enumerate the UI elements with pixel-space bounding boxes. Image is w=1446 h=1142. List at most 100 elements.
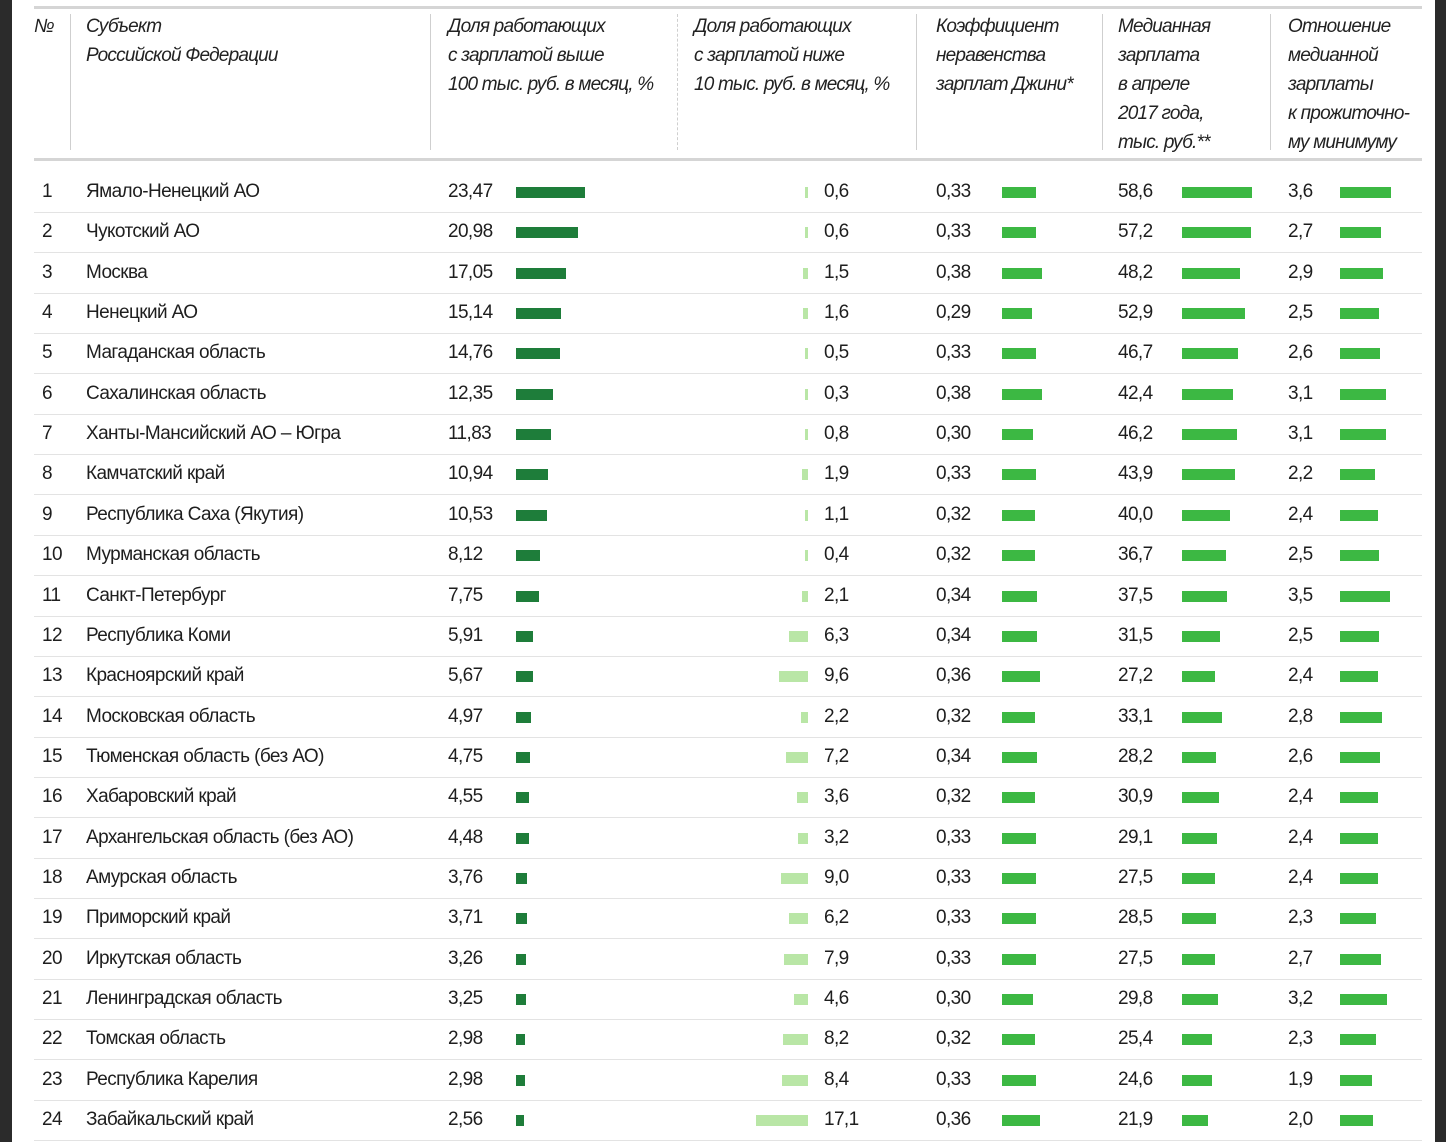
gini-value: 0,33 [936, 866, 971, 888]
gini-bar [1002, 953, 1037, 965]
rank-number: 24 [42, 1109, 63, 1131]
median-salary-value: 40,0 [1118, 503, 1153, 525]
region-name: Иркутская область [86, 947, 242, 969]
high-share-value: 4,75 [448, 745, 483, 767]
low-share-value: 4,6 [824, 988, 849, 1009]
subsistence-ratio-value: 2,4 [1288, 503, 1313, 525]
gini-bar [1002, 469, 1037, 481]
low-share-bar [801, 711, 808, 723]
gini-value: 0,36 [936, 1109, 971, 1131]
low-share-value: 3,6 [824, 786, 849, 808]
rank-number: 11 [42, 584, 61, 606]
header-gini: Коэффициент неравенства зарплат Джини* [936, 16, 1074, 95]
region-name: Республика Карелия [86, 1068, 258, 1090]
high-share-value: 20,98 [448, 221, 493, 243]
rank-number: 19 [42, 907, 63, 929]
low-share-value: 0,4 [824, 544, 849, 566]
low-share-value: 6,3 [824, 624, 849, 646]
table-row: 12 Республика Коми 5,91 6,3 0,34 31,5 2,5 [34, 616, 1422, 657]
median-salary-value: 42,4 [1118, 382, 1153, 404]
header-ratio: Отношение медианной зарплаты к прожиточн… [1288, 16, 1410, 153]
low-share-bar [805, 429, 808, 441]
header-region: Субъект Российской Федерации [86, 16, 279, 66]
median-salary-value: 58,6 [1118, 181, 1153, 202]
gini-bar [1002, 872, 1037, 884]
high-share-bar [516, 308, 561, 320]
low-share-value: 3,2 [824, 826, 849, 848]
high-share-value: 15,14 [448, 302, 493, 324]
gini-bar [1002, 429, 1033, 441]
gini-value: 0,34 [936, 584, 971, 606]
region-name: Сахалинская область [86, 382, 266, 404]
high-share-bar [516, 913, 527, 925]
table-row: 6 Сахалинская область 12,35 0,3 0,38 42,4 3,1 [34, 374, 1422, 415]
median-salary-bar [1182, 429, 1238, 441]
low-share-bar [756, 1115, 808, 1127]
high-share-bar [516, 832, 530, 844]
high-share-value: 23,47 [448, 181, 493, 202]
gini-bar [1002, 913, 1037, 925]
low-share-bar [798, 832, 808, 844]
subsistence-ratio-value: 2,5 [1288, 544, 1313, 566]
median-salary-bar [1182, 469, 1235, 481]
region-name: Красноярский край [86, 665, 244, 687]
high-share-value: 2,98 [448, 1028, 483, 1050]
median-salary-value: 29,1 [1118, 826, 1153, 848]
table-row: 1 Ямало-Ненецкий АО 23,47 0,6 0,33 58,6 3,6 [34, 172, 1422, 213]
subsistence-ratio-bar [1340, 872, 1378, 884]
median-salary-value: 24,6 [1118, 1068, 1153, 1090]
gini-bar [1002, 630, 1038, 642]
gini-value: 0,33 [936, 1068, 971, 1090]
region-name: Санкт-Петербург [86, 584, 227, 606]
rank-number: 9 [42, 503, 53, 525]
median-salary-value: 29,8 [1118, 988, 1153, 1009]
region-name: Магаданская область [86, 342, 266, 364]
high-share-value: 12,35 [448, 382, 493, 404]
rank-number: 22 [42, 1028, 63, 1050]
high-share-bar [516, 227, 579, 239]
subsistence-ratio-value: 2,4 [1288, 866, 1313, 888]
gini-value: 0,32 [936, 1028, 971, 1050]
low-share-value: 1,5 [824, 261, 849, 283]
header-num: № [34, 16, 55, 37]
median-salary-bar [1182, 348, 1239, 360]
median-salary-value: 33,1 [1118, 705, 1153, 727]
gini-bar [1002, 1115, 1040, 1127]
gini-value: 0,36 [936, 665, 971, 687]
median-salary-bar [1182, 1034, 1213, 1046]
subsistence-ratio-value: 3,1 [1288, 423, 1313, 445]
header-divider [70, 14, 71, 150]
high-share-bar [516, 590, 539, 602]
subsistence-ratio-value: 2,8 [1288, 705, 1313, 727]
median-salary-value: 52,9 [1118, 302, 1153, 324]
subsistence-ratio-value: 2,4 [1288, 826, 1313, 848]
gini-bar [1002, 1034, 1036, 1046]
gini-bar [1002, 671, 1040, 683]
high-share-bar [516, 388, 553, 400]
gini-value: 0,33 [936, 463, 971, 485]
gini-bar [1002, 388, 1042, 400]
ranking-table: № Субъект Российской Федерации Доля рабо… [12, 0, 1435, 1142]
high-share-value: 10,53 [448, 503, 493, 525]
region-name: Ямало-Ненецкий АО [86, 181, 260, 202]
low-share-value: 0,3 [824, 382, 849, 404]
subsistence-ratio-bar [1340, 1034, 1377, 1046]
region-name: Ненецкий АО [86, 302, 198, 324]
median-salary-bar [1182, 308, 1246, 320]
subsistence-ratio-bar [1340, 429, 1386, 441]
median-salary-value: 28,2 [1118, 745, 1153, 767]
table-row: 11 Санкт-Петербург 7,75 2,1 0,34 37,5 3,5 [34, 576, 1422, 617]
rank-number: 5 [42, 342, 53, 364]
median-salary-bar [1182, 227, 1251, 239]
subsistence-ratio-bar [1340, 751, 1380, 763]
high-share-bar [516, 711, 531, 723]
median-salary-bar [1182, 751, 1216, 763]
region-name: Ханты-Мансийский АО – Югра [86, 423, 341, 445]
low-share-value: 0,6 [824, 181, 849, 202]
median-salary-value: 37,5 [1118, 584, 1153, 606]
table-row: 15 Тюменская область (без АО) 4,75 7,2 0,34 2… [34, 737, 1422, 778]
gini-bar [1002, 994, 1033, 1005]
low-share-value: 1,6 [824, 302, 849, 324]
low-share-bar [803, 267, 808, 279]
subsistence-ratio-bar [1340, 832, 1378, 844]
